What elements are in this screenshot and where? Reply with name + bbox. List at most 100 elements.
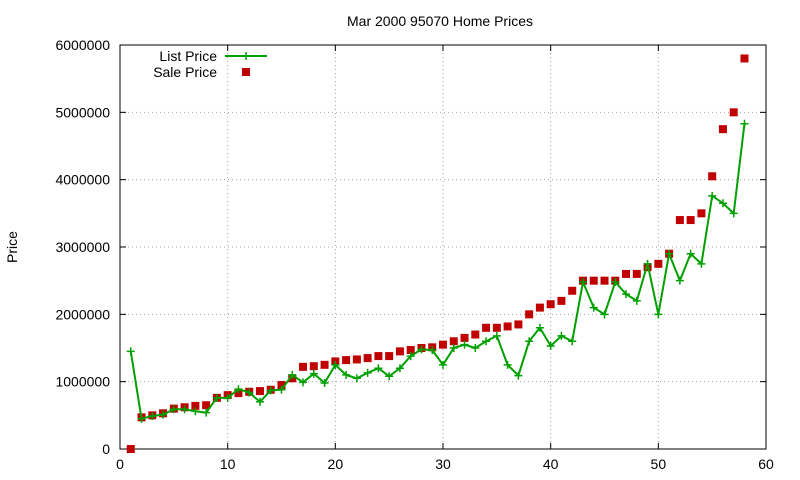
sale-price-point — [126, 445, 135, 453]
list-price-point — [234, 385, 243, 394]
list-price-point — [460, 340, 469, 349]
list-price-point — [632, 296, 641, 305]
legend: List Price Sale Price — [153, 48, 267, 80]
sale-price-point — [449, 337, 458, 346]
list-price-point — [589, 303, 598, 312]
legend-label-sale-price: Sale Price — [153, 64, 217, 80]
list-price-point — [654, 310, 663, 319]
series-layer — [126, 54, 749, 453]
list-price-point — [557, 331, 566, 340]
list-price-point — [352, 374, 361, 383]
list-price-point — [374, 364, 383, 373]
sale-price-point — [729, 108, 738, 117]
y-tick-label: 2000000 — [55, 306, 110, 322]
list-price-point — [417, 345, 426, 354]
list-price-point — [320, 379, 329, 388]
y-tick-label: 0 — [102, 441, 110, 457]
sale-price-point — [385, 352, 394, 361]
list-price-point — [535, 323, 544, 332]
legend-label-list-price: List Price — [159, 48, 217, 64]
list-price-point — [266, 386, 275, 395]
list-price-point — [342, 370, 351, 379]
list-price-point — [331, 360, 340, 369]
sale-price-point — [406, 346, 415, 355]
sale-price-point — [471, 330, 480, 339]
list-price-point — [428, 346, 437, 355]
list-price-point — [202, 408, 211, 417]
sale-price-point — [525, 310, 534, 319]
sale-price-point — [654, 259, 663, 268]
sale-price-point — [352, 355, 361, 364]
legend-plus-marker — [242, 52, 250, 60]
list-price-point — [675, 276, 684, 285]
list-price-point — [191, 407, 200, 416]
y-tick-label: 3000000 — [55, 239, 110, 255]
list-price-point — [159, 410, 168, 419]
sale-price-point — [697, 209, 706, 218]
list-price-point — [503, 360, 512, 369]
list-price-point — [686, 249, 695, 258]
sale-price-point — [589, 276, 598, 285]
list-price-point — [363, 368, 372, 377]
list-price-point — [449, 344, 458, 352]
sale-price-point — [342, 356, 351, 365]
list-price-point — [622, 290, 631, 299]
x-tick-label: 10 — [220, 456, 236, 472]
axis-ticks: 0 10 20 30 40 50 60 0 1000000 2000000 3000000 40000… — [55, 37, 774, 472]
legend-marker-list-price — [242, 52, 250, 60]
series-list-price — [126, 119, 749, 423]
sale-price-point — [234, 389, 243, 398]
list-price-point — [309, 369, 318, 378]
sale-price-point — [675, 216, 684, 225]
list-price-point — [600, 310, 609, 319]
list-price-point — [137, 414, 146, 423]
sale-price-point — [320, 360, 329, 369]
sale-price-point — [622, 269, 631, 278]
sale-price-point — [395, 347, 404, 356]
sale-price-point — [202, 401, 211, 410]
list-price-point — [395, 364, 404, 373]
list-price-point — [148, 412, 157, 421]
sale-price-point — [374, 352, 383, 361]
sale-price-point — [535, 303, 544, 312]
x-tick-label: 20 — [328, 456, 344, 472]
list-price-point — [729, 209, 738, 218]
y-tick-label: 5000000 — [55, 104, 110, 120]
list-price-point — [180, 405, 189, 414]
list-price-point — [492, 331, 501, 340]
list-price-point — [482, 337, 491, 346]
y-tick-label: 6000000 — [55, 37, 110, 53]
sale-price-point — [568, 286, 577, 295]
x-tick-label: 0 — [116, 456, 124, 472]
list-price-point — [245, 388, 254, 397]
list-price-point — [385, 372, 394, 381]
list-price-point — [514, 371, 523, 380]
sale-price-point — [277, 381, 286, 390]
list-price-point — [578, 278, 587, 287]
sale-price-point — [514, 320, 523, 329]
sale-price-point — [686, 216, 695, 225]
sale-price-point — [557, 296, 566, 305]
legend-marker-sale-price — [242, 68, 250, 76]
list-price-point — [665, 249, 674, 258]
sale-price-point — [632, 269, 641, 278]
list-price-point — [546, 341, 555, 350]
list-price-point — [126, 347, 135, 356]
sale-price-point — [299, 362, 308, 371]
list-price-point — [471, 344, 480, 352]
x-tick-label: 60 — [758, 456, 774, 472]
y-tick-label: 1000000 — [55, 374, 110, 390]
list-price-point — [212, 393, 221, 402]
x-tick-label: 30 — [435, 456, 451, 472]
list-price-line — [129, 123, 746, 420]
list-price-point — [643, 259, 652, 268]
series-sale-price — [126, 54, 749, 453]
list-price-point — [299, 378, 308, 387]
list-price-point — [697, 259, 706, 268]
list-price-point — [708, 191, 717, 200]
sale-price-point — [718, 125, 727, 134]
list-price-point — [568, 337, 577, 346]
sale-price-point — [255, 387, 264, 396]
y-axis-label: Price — [4, 231, 20, 263]
